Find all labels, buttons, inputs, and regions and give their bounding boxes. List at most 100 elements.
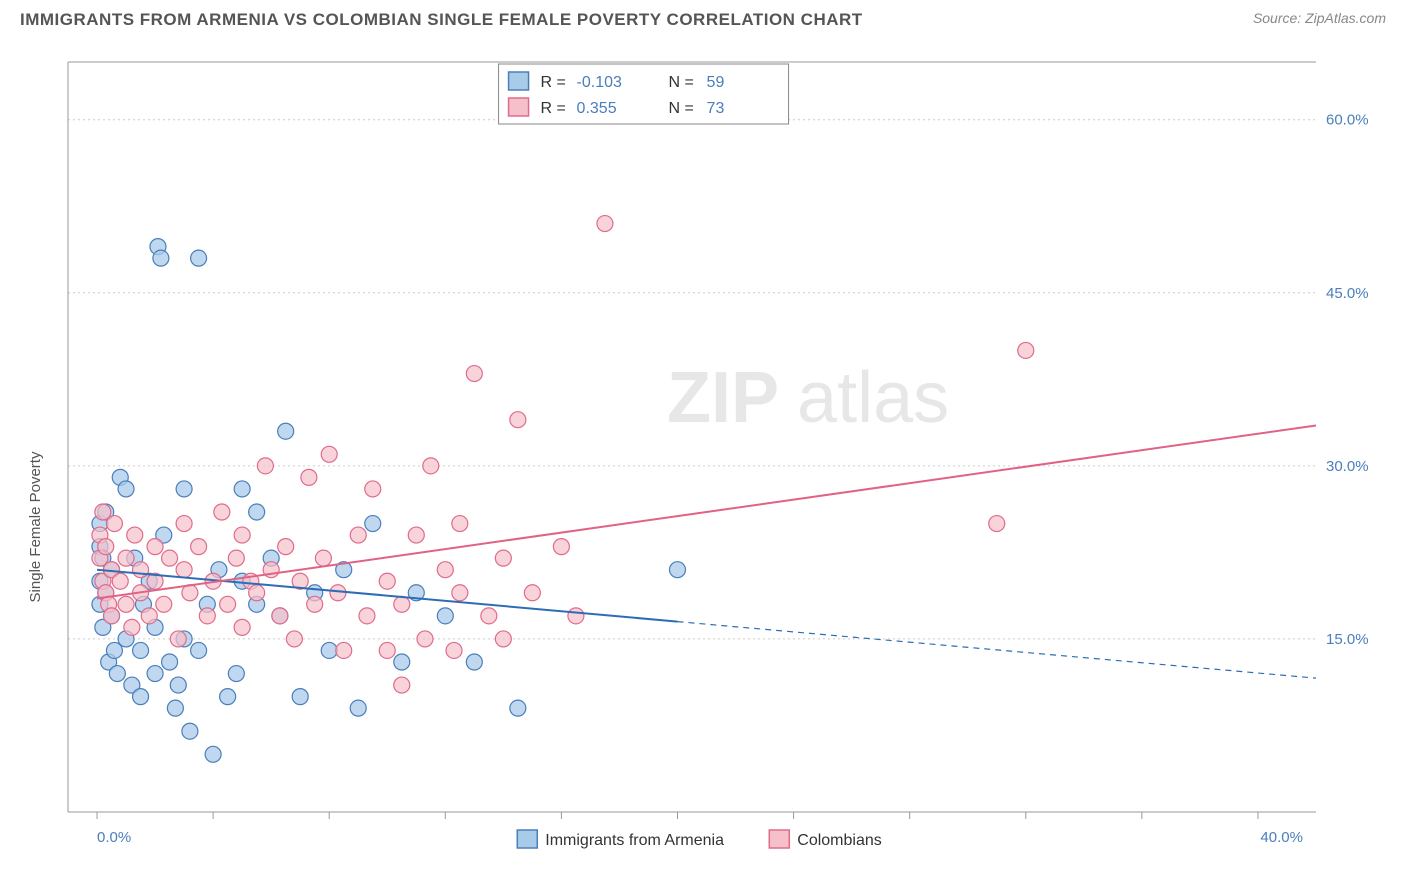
data-point-armenia <box>133 689 149 705</box>
data-point-colombia <box>597 216 613 232</box>
data-point-armenia <box>321 642 337 658</box>
data-point-colombia <box>321 446 337 462</box>
data-point-colombia <box>162 550 178 566</box>
data-point-colombia <box>379 642 395 658</box>
data-point-colombia <box>104 608 120 624</box>
data-point-colombia <box>257 458 273 474</box>
data-point-colombia <box>147 539 163 555</box>
data-point-armenia <box>170 677 186 693</box>
legend-n-value: 59 <box>707 74 725 91</box>
x-tick-label: 40.0% <box>1260 829 1303 846</box>
y-tick-label: 45.0% <box>1326 285 1369 302</box>
data-point-colombia <box>124 619 140 635</box>
data-point-colombia <box>1018 342 1034 358</box>
trend-line-armenia-dashed <box>677 622 1316 679</box>
y-tick-label: 15.0% <box>1326 631 1369 648</box>
data-point-colombia <box>350 527 366 543</box>
data-point-colombia <box>330 585 346 601</box>
data-point-colombia <box>220 596 236 612</box>
series-legend-label: Colombians <box>797 832 881 849</box>
data-point-armenia <box>234 481 250 497</box>
data-point-colombia <box>359 608 375 624</box>
data-point-armenia <box>292 689 308 705</box>
data-point-colombia <box>524 585 540 601</box>
data-point-armenia <box>466 654 482 670</box>
legend-n-value: 73 <box>707 100 725 117</box>
data-point-armenia <box>510 700 526 716</box>
data-point-colombia <box>286 631 302 647</box>
chart-container: 15.0%30.0%45.0%60.0%ZIPatlas0.0%40.0%Sin… <box>20 40 1386 872</box>
data-point-armenia <box>153 250 169 266</box>
data-point-colombia <box>127 527 143 543</box>
legend-r-label: R = <box>541 100 566 117</box>
trend-line-colombia <box>97 425 1316 598</box>
data-point-armenia <box>394 654 410 670</box>
data-point-colombia <box>452 516 468 532</box>
data-point-colombia <box>234 527 250 543</box>
data-point-colombia <box>106 516 122 532</box>
data-point-colombia <box>394 677 410 693</box>
data-point-colombia <box>495 550 511 566</box>
data-point-armenia <box>220 689 236 705</box>
data-point-colombia <box>118 550 134 566</box>
data-point-colombia <box>272 608 288 624</box>
data-point-colombia <box>423 458 439 474</box>
data-point-colombia <box>553 539 569 555</box>
data-point-colombia <box>336 642 352 658</box>
data-point-colombia <box>118 596 134 612</box>
y-axis-label: Single Female Poverty <box>27 451 44 602</box>
data-point-colombia <box>191 539 207 555</box>
legend-r-label: R = <box>541 74 566 91</box>
data-point-armenia <box>365 516 381 532</box>
data-point-armenia <box>176 481 192 497</box>
data-point-colombia <box>315 550 331 566</box>
data-point-armenia <box>350 700 366 716</box>
data-point-colombia <box>408 527 424 543</box>
data-point-armenia <box>118 481 134 497</box>
data-point-colombia <box>234 619 250 635</box>
data-point-colombia <box>133 562 149 578</box>
data-point-colombia <box>307 596 323 612</box>
data-point-armenia <box>205 746 221 762</box>
data-point-colombia <box>394 596 410 612</box>
data-point-colombia <box>176 516 192 532</box>
data-point-colombia <box>214 504 230 520</box>
data-point-colombia <box>989 516 1005 532</box>
chart-title: IMMIGRANTS FROM ARMENIA VS COLOMBIAN SIN… <box>20 10 863 30</box>
data-point-colombia <box>176 562 192 578</box>
data-point-colombia <box>495 631 511 647</box>
x-tick-label: 0.0% <box>97 829 131 846</box>
y-tick-label: 60.0% <box>1326 112 1369 129</box>
data-point-colombia <box>112 573 128 589</box>
source-attribution: Source: ZipAtlas.com <box>1253 10 1386 28</box>
data-point-armenia <box>133 642 149 658</box>
data-point-colombia <box>199 608 215 624</box>
data-point-colombia <box>228 550 244 566</box>
data-point-armenia <box>278 423 294 439</box>
data-point-colombia <box>301 469 317 485</box>
data-point-colombia <box>278 539 294 555</box>
data-point-armenia <box>191 250 207 266</box>
data-point-colombia <box>417 631 433 647</box>
data-point-colombia <box>481 608 497 624</box>
data-point-colombia <box>141 608 157 624</box>
data-point-armenia <box>162 654 178 670</box>
data-point-armenia <box>167 700 183 716</box>
data-point-armenia <box>182 723 198 739</box>
data-point-colombia <box>510 412 526 428</box>
data-point-colombia <box>182 585 198 601</box>
data-point-colombia <box>249 585 265 601</box>
legend-r-value: 0.355 <box>577 100 617 117</box>
legend-swatch <box>509 72 529 90</box>
data-point-colombia <box>452 585 468 601</box>
y-tick-label: 30.0% <box>1326 458 1369 475</box>
data-point-colombia <box>98 539 114 555</box>
legend-n-label: N = <box>669 100 694 117</box>
data-point-colombia <box>437 562 453 578</box>
data-point-armenia <box>147 666 163 682</box>
series-legend-label: Immigrants from Armenia <box>545 832 724 849</box>
watermark: ZIP <box>667 358 779 438</box>
data-point-colombia <box>466 366 482 382</box>
series-legend-swatch <box>769 830 789 848</box>
data-point-armenia <box>228 666 244 682</box>
